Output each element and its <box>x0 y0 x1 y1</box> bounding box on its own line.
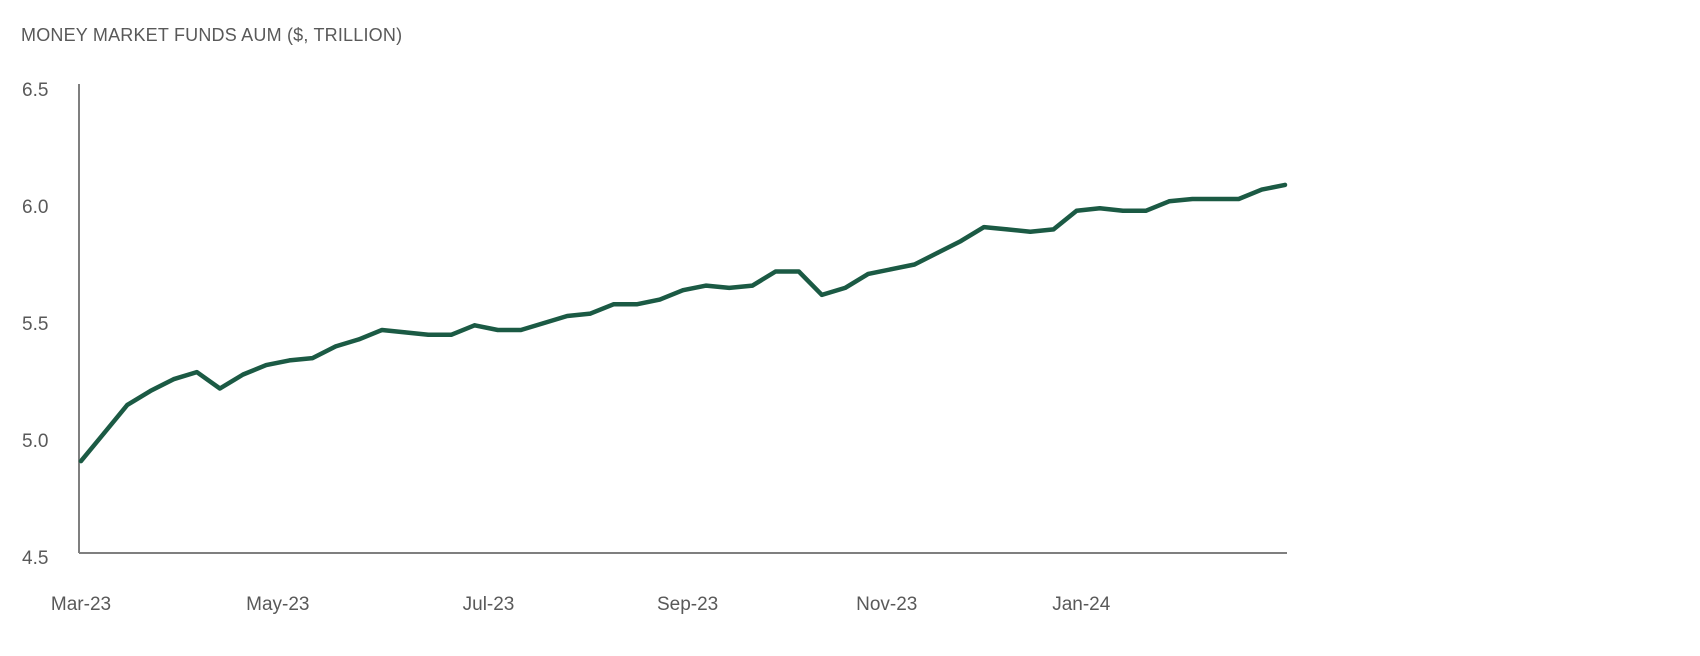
data-point <box>935 250 940 255</box>
x-tick-label: Mar-23 <box>51 594 111 615</box>
data-point <box>1190 197 1195 201</box>
data-point <box>912 262 917 267</box>
data-point <box>1074 208 1079 213</box>
data-point <box>866 271 871 276</box>
data-point <box>1028 229 1033 234</box>
data-point <box>79 459 83 464</box>
x-tick-label: Jul-23 <box>463 594 515 615</box>
data-point <box>264 363 269 368</box>
data-point <box>125 402 130 407</box>
data-point <box>449 332 454 337</box>
x-tick-label: May-23 <box>246 594 309 615</box>
data-point <box>657 297 662 302</box>
data-point <box>403 330 408 335</box>
data-point <box>542 321 547 325</box>
x-tick-labels: Mar-23 May-23 Jul-23 Sep-23 Nov-23 Jan-24 <box>51 594 1111 615</box>
data-point <box>1236 197 1241 201</box>
data-point <box>148 388 153 393</box>
data-point <box>171 377 176 382</box>
data-point <box>1005 227 1010 232</box>
data-point <box>681 288 685 293</box>
x-tick-label: Sep-23 <box>657 594 718 615</box>
y-tick-labels: 6.5 6.0 5.5 5.0 4.5 <box>22 80 48 569</box>
data-point <box>819 292 824 297</box>
data-point <box>241 372 246 377</box>
data-point <box>634 302 639 307</box>
data-point <box>495 328 500 332</box>
chart-title: MONEY MARKET FUNDS AUM ($, TRILLION) <box>21 25 403 45</box>
data-point <box>102 431 107 435</box>
data-point <box>982 225 986 230</box>
data-point <box>773 269 778 274</box>
data-point <box>796 269 801 274</box>
x-tick-label: Nov-23 <box>856 594 917 615</box>
data-point <box>380 328 384 332</box>
data-point <box>426 332 431 337</box>
data-point <box>1120 208 1125 213</box>
data-point <box>472 323 477 328</box>
data-point <box>518 328 523 332</box>
y-tick-label: 4.5 <box>22 548 48 569</box>
series-group <box>78 182 1288 464</box>
y-tick-label: 5.5 <box>22 314 48 335</box>
data-point <box>1283 182 1287 187</box>
data-point <box>217 386 222 391</box>
data-point <box>565 314 570 318</box>
data-point <box>1144 208 1149 213</box>
y-tick-label: 5.0 <box>22 431 48 452</box>
data-point <box>588 311 593 316</box>
data-point <box>194 370 199 375</box>
data-point <box>704 283 709 288</box>
x-tick-label: Jan-24 <box>1052 594 1111 615</box>
y-tick-label: 6.5 <box>22 80 48 101</box>
data-point <box>287 358 292 363</box>
data-point <box>310 356 315 361</box>
data-point <box>958 239 963 244</box>
data-point <box>1213 197 1218 201</box>
data-point <box>333 344 338 349</box>
data-point <box>750 283 755 288</box>
data-point <box>727 285 732 290</box>
data-point <box>1167 199 1172 204</box>
data-point <box>611 302 616 307</box>
data-point <box>356 337 361 342</box>
data-point <box>1051 227 1056 232</box>
data-point <box>1259 187 1264 192</box>
y-tick-label: 6.0 <box>22 197 48 218</box>
data-point <box>1097 206 1102 211</box>
data-point <box>843 285 848 290</box>
data-point <box>889 267 894 272</box>
series-line <box>78 182 1288 464</box>
